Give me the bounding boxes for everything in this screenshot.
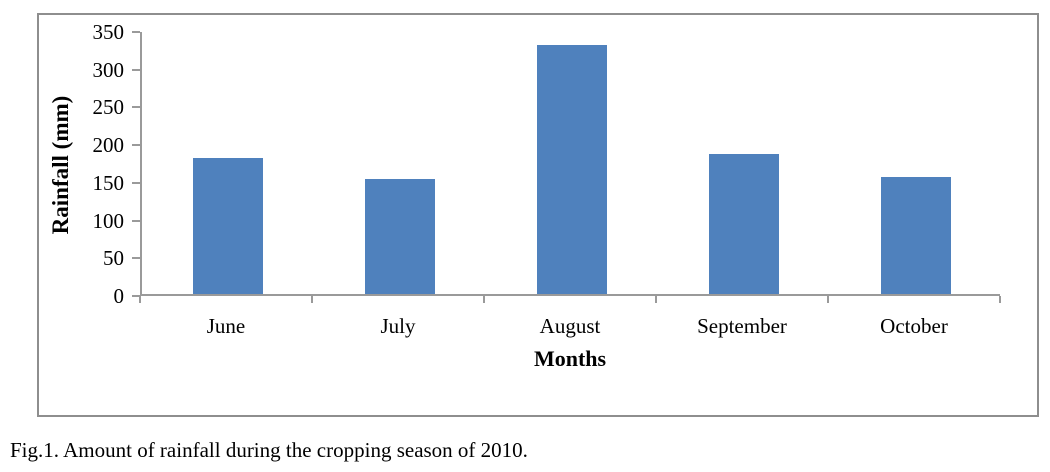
plot-area (140, 32, 1000, 296)
x-tick-mark (999, 296, 1001, 303)
y-tick-mark (132, 68, 140, 71)
chart-frame: Rainfall (mm) Months 0 50 100 150 200 250 300 3… (37, 13, 1039, 417)
x-tick-label: June (206, 314, 246, 338)
x-tick-label: August (539, 314, 601, 338)
y-tick-label: 350 (92, 20, 125, 44)
y-tick-label: 100 (92, 208, 125, 233)
y-tick-mark (132, 257, 140, 260)
bar-october (881, 177, 951, 294)
y-tick-mark (132, 295, 140, 297)
y-tick-label: 300 (92, 57, 125, 82)
bar-august (537, 45, 607, 294)
x-tick-label: July (380, 314, 416, 338)
y-tick-label: 250 (92, 95, 125, 120)
y-tick-mark (132, 106, 140, 109)
y-tick-mark (132, 144, 140, 147)
x-tick-mark (311, 296, 313, 303)
y-tick-mark (132, 31, 140, 33)
y-tick-mark (132, 181, 140, 184)
figure-caption: Fig.1. Amount of rainfall during the cro… (10, 438, 528, 462)
x-tick-label: October (880, 314, 948, 338)
x-axis-title: Months (533, 346, 607, 371)
bar-june (193, 158, 263, 294)
y-tick-label: 50 (103, 246, 124, 271)
x-tick-mark (827, 296, 829, 303)
bar-july (365, 179, 435, 294)
y-tick-label: 150 (92, 170, 125, 195)
y-tick-label: 200 (92, 133, 125, 158)
y-tick-label: 0 (113, 284, 125, 308)
x-tick-mark (483, 296, 485, 303)
x-tick-label: September (697, 314, 787, 338)
x-tick-mark (655, 296, 657, 303)
y-tick-mark (132, 219, 140, 222)
x-tick-mark (139, 296, 141, 303)
bar-september (709, 154, 779, 294)
